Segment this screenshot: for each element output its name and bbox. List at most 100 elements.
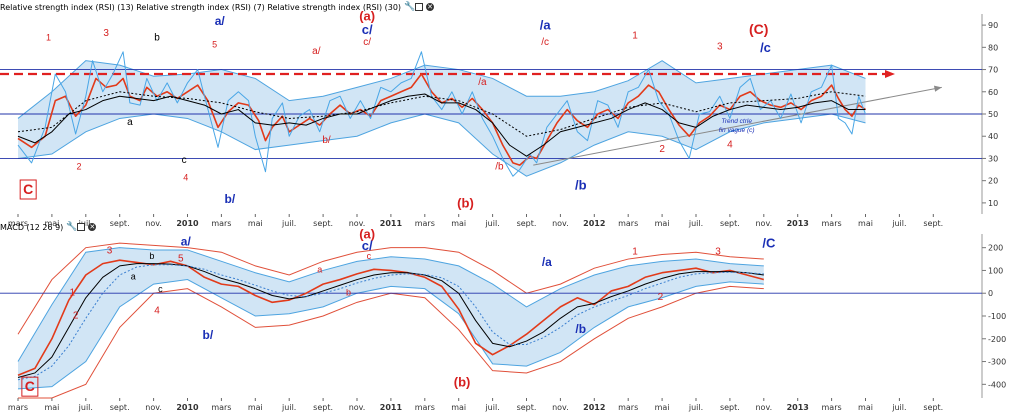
- wave-label: /a: [542, 255, 552, 269]
- wave-label: b: [346, 288, 351, 298]
- x-tick-label: mars: [8, 403, 28, 412]
- wave-label: a: [127, 117, 133, 128]
- y-tick-label: 30: [988, 154, 998, 163]
- x-tick-label: mai: [655, 403, 670, 412]
- wave-label: (b): [454, 375, 471, 390]
- wave-label: 1: [632, 30, 638, 41]
- rsi-panel-plot: 10 20 30 40 50 60 70 80 90 mars mai juil. sept. nov. 2…: [0, 9, 998, 228]
- x-tick-label: sept.: [720, 403, 740, 412]
- x-tick-label: juil.: [281, 219, 296, 228]
- rsi-panel-title: Relative strength index (RSI) (13) Relat…: [0, 2, 402, 12]
- x-tick-label: 2013: [787, 219, 809, 228]
- wave-label: /b: [575, 322, 586, 336]
- resistance-arrow-head: [885, 70, 895, 78]
- y-tick-label: 20: [988, 177, 998, 186]
- wave-label: b/: [322, 135, 331, 146]
- x-tick-label: mars: [618, 403, 638, 412]
- x-tick-label: mars: [211, 219, 231, 228]
- x-tick-label: 2012: [583, 403, 605, 412]
- window-icon[interactable]: [415, 3, 424, 11]
- wrench-icon[interactable]: 🔧: [404, 2, 416, 12]
- wave-label: 2: [77, 162, 82, 172]
- wave-label: 5: [178, 253, 184, 264]
- x-tick-label: juil.: [891, 403, 906, 412]
- x-tick-label: sept.: [720, 219, 740, 228]
- x-tick-label: mars: [822, 219, 842, 228]
- wave-label: /c: [541, 37, 549, 48]
- x-tick-label: 2010: [176, 403, 199, 412]
- envelope-lower-line: [18, 285, 764, 399]
- x-tick-label: 2010: [176, 219, 199, 228]
- y-tick-label: 60: [988, 88, 998, 97]
- y-tick-label: 100: [988, 266, 1003, 275]
- wave-label: 1: [632, 247, 638, 258]
- wave-label: /c: [760, 40, 771, 55]
- wave-label: a/: [312, 46, 321, 57]
- macd-panel-title: MACD (12 26 9): [0, 222, 64, 232]
- wave-label: (a): [359, 227, 375, 242]
- wave-label: 4: [154, 306, 160, 317]
- series-line-rsi-moving-average: [17, 93, 866, 157]
- wrench-icon[interactable]: 🔧: [66, 222, 78, 232]
- x-tick-label: nov.: [145, 219, 162, 228]
- wave-label: /a: [540, 18, 552, 33]
- x-tick-label: sept.: [313, 403, 333, 412]
- x-tick-label: mars: [618, 219, 638, 228]
- rsi-panel-header: Relative strength index (RSI) (13) Relat…: [0, 0, 435, 14]
- x-tick-label: mai: [858, 403, 873, 412]
- x-tick-label: juil.: [688, 403, 703, 412]
- wave-label: C: [25, 378, 35, 394]
- y-tick-label: 0: [988, 289, 993, 298]
- x-tick-label: juil.: [484, 403, 499, 412]
- wave-label-box: [21, 376, 39, 397]
- wave-label: 3: [107, 245, 113, 256]
- x-tick-label: mai: [248, 403, 263, 412]
- x-tick-label: nov.: [349, 219, 366, 228]
- x-tick-label: 2013: [787, 403, 809, 412]
- x-tick-label: nov.: [552, 403, 569, 412]
- wave-label: 1: [69, 288, 75, 299]
- x-tick-label: nov.: [755, 403, 772, 412]
- wave-label: (a): [359, 9, 375, 24]
- y-tick-label: 90: [988, 21, 998, 30]
- wave-label: b: [154, 33, 160, 44]
- x-tick-label: mai: [858, 219, 873, 228]
- y-tick-label: 80: [988, 43, 998, 52]
- x-tick-label: mars: [822, 403, 842, 412]
- x-tick-label: mai: [451, 219, 466, 228]
- wave-label: a: [131, 272, 136, 282]
- wave-label: fin vague (c): [719, 127, 755, 134]
- x-tick-label: mai: [655, 219, 670, 228]
- wave-label: b/: [203, 328, 214, 342]
- trend-arrow-head: [933, 85, 942, 92]
- wave-label: 3: [103, 28, 109, 39]
- x-tick-label: sept.: [517, 219, 537, 228]
- y-tick-label: -400: [988, 380, 1006, 389]
- wave-label: c/: [363, 37, 371, 48]
- y-tick-label: -200: [988, 335, 1006, 344]
- x-tick-label: mars: [415, 219, 435, 228]
- x-tick-label: sept.: [110, 219, 130, 228]
- series-line-rsi-30-: [17, 91, 866, 137]
- y-tick-label: 40: [988, 132, 998, 141]
- wave-label: b/: [225, 192, 236, 206]
- wave-label: 3: [715, 247, 721, 258]
- wave-label: c: [367, 251, 372, 261]
- wave-label: 2: [73, 310, 79, 321]
- wave-label: a/: [215, 14, 226, 28]
- close-icon[interactable]: ✕: [88, 223, 97, 231]
- wave-label: 2: [658, 292, 664, 303]
- bollinger-lower-line: [17, 279, 764, 390]
- close-icon[interactable]: ✕: [426, 3, 435, 11]
- window-icon[interactable]: [77, 223, 86, 231]
- wave-label: Trend ctrle: [721, 118, 752, 125]
- x-tick-label: sept.: [923, 403, 943, 412]
- x-tick-label: mai: [44, 403, 59, 412]
- x-tick-label: nov.: [755, 219, 772, 228]
- y-tick-label: 50: [988, 110, 998, 119]
- wave-label: 4: [727, 139, 733, 150]
- wave-label: a/: [181, 234, 192, 248]
- wave-label: b: [149, 251, 154, 261]
- macd-panel-plot: 200 100 0 -100 -200 -300 -400 mars mai juil. sept.…: [0, 227, 1006, 412]
